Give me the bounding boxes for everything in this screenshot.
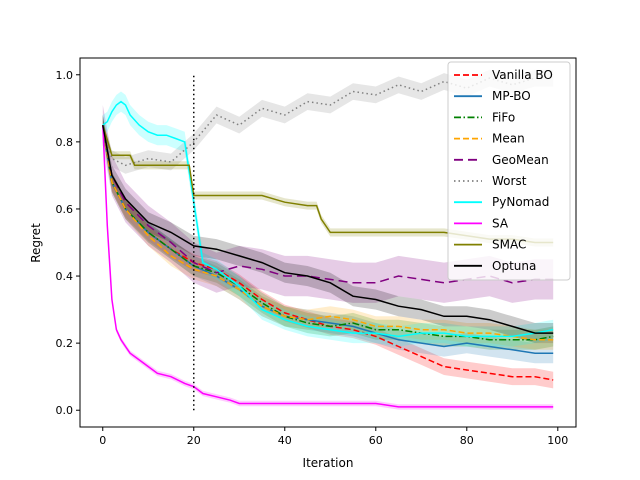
x-tick-label: 80 [460,434,474,447]
optuna-band [102,115,554,344]
mean-band [102,115,554,350]
sa-line [102,125,554,408]
geomean-band [102,105,554,303]
x-axis-label: Iteration [303,456,354,470]
legend-label-pynomad: PyNomad [492,195,549,209]
x-tick-label: 100 [547,434,568,447]
x-tick-label: 0 [99,434,106,447]
optuna-line [102,124,554,334]
y-tick-label: 0.0 [56,404,74,417]
y-axis-label: Regret [29,223,43,263]
vanilla-bo-line [102,124,554,381]
y-tick-label: 0.4 [56,270,74,283]
y-axis-ticks: 0.0 0.2 0.4 0.6 0.8 1.0 [56,69,80,417]
legend-label-mp-bo: MP-BO [492,89,531,103]
mp-bo-band [102,115,554,364]
y-tick-label: 0.6 [56,203,74,216]
pynomad-line [102,100,554,338]
mean-line [102,124,554,341]
fifo-line [102,124,554,341]
legend-label-vanilla-bo: Vanilla BO [492,68,553,82]
legend: Vanilla BO MP-BO FiFo Mean GeoMean Worst PyNom… [447,61,571,281]
legend-label-smac: SMAC [492,238,526,252]
vanilla-bo-band [102,116,554,389]
series-lines [102,77,554,408]
y-tick-label: 0.2 [56,337,74,350]
x-axis-ticks: 0 20 40 60 80 100 [99,427,568,447]
plot-frame [79,57,577,428]
legend-label-sa: SA [492,216,509,230]
x-tick-label: 40 [278,434,292,447]
y-tick-label: 1.0 [56,69,74,82]
x-tick-label: 60 [369,434,383,447]
legend-label-worst: Worst [492,174,527,188]
legend-label-geomean: GeoMean [492,153,549,167]
legend-label-fifo: FiFo [492,110,515,124]
y-tick-label: 0.8 [56,136,74,149]
x-tick-label: 20 [187,434,201,447]
mp-bo-line [102,124,554,354]
legend-label-mean: Mean [492,132,525,146]
legend-label-optuna: Optuna [492,259,536,273]
